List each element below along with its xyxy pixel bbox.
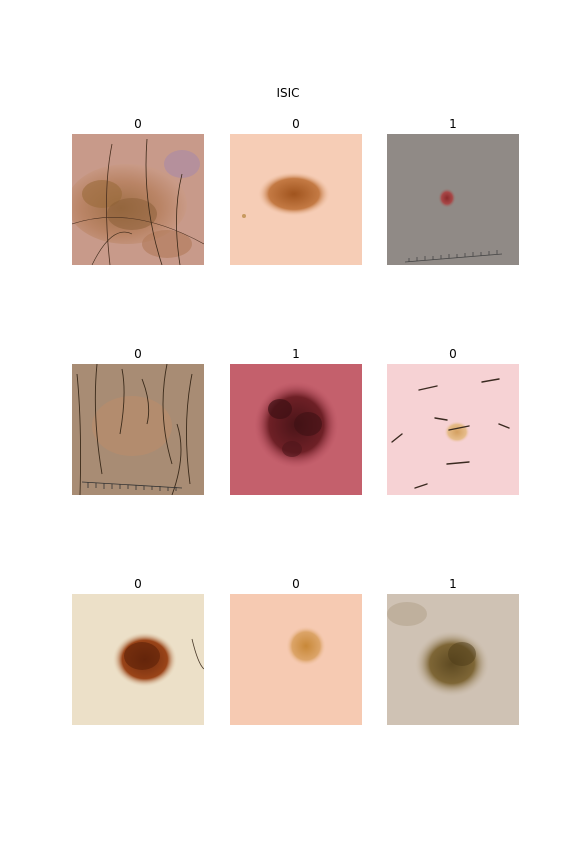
panel-label: 0	[134, 347, 142, 361]
panel-label: 0	[134, 577, 142, 591]
panel-label: 1	[449, 577, 457, 591]
panel-1: 0	[72, 116, 204, 265]
panel-label: 0	[134, 117, 142, 131]
panel-label: 0	[449, 347, 457, 361]
panel-label: 1	[292, 347, 300, 361]
skin-lesion-image	[387, 594, 519, 725]
skin-lesion-image	[72, 594, 204, 725]
panel-5: 1	[230, 346, 362, 495]
panel-9: 1	[387, 576, 519, 725]
skin-lesion-image	[72, 364, 204, 495]
skin-lesion-image	[230, 364, 362, 495]
skin-lesion-image	[230, 134, 362, 265]
panel-3: 1	[387, 116, 519, 265]
panel-2: 0	[230, 116, 362, 265]
skin-lesion-image	[72, 134, 204, 265]
skin-lesion-image	[230, 594, 362, 725]
panel-7: 0	[72, 576, 204, 725]
skin-lesion-image	[387, 364, 519, 495]
skin-lesion-image	[387, 134, 519, 265]
ruler	[81, 481, 183, 491]
figure-title: ISIC	[276, 86, 300, 100]
panel-8: 0	[230, 576, 362, 725]
panel-label: 0	[292, 117, 300, 131]
panel-label: 0	[292, 577, 300, 591]
ruler	[404, 250, 503, 263]
panel-label: 1	[449, 117, 457, 131]
panel-6: 0	[387, 346, 519, 495]
panel-4: 0	[72, 346, 204, 495]
